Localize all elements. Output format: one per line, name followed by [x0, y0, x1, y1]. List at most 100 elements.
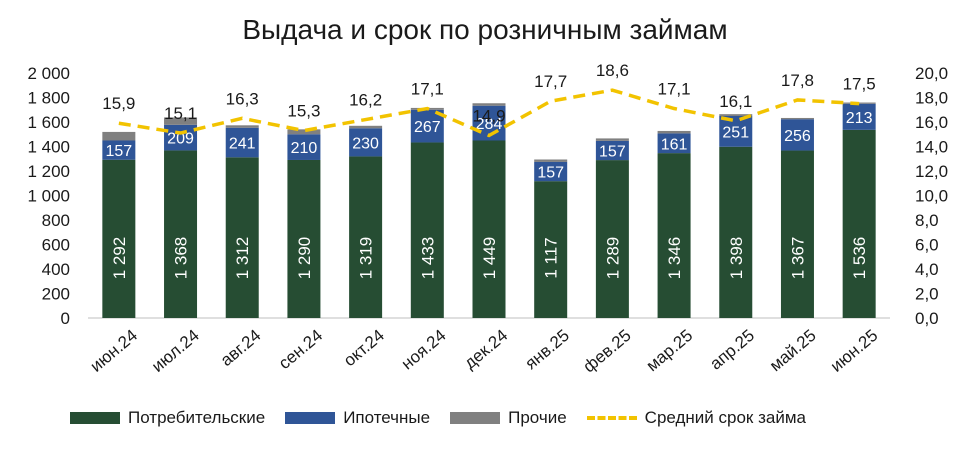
bar-consumer	[164, 150, 198, 318]
line-data-label: 15,3	[287, 102, 320, 121]
y-tick-label: 200	[42, 285, 70, 304]
bar-other	[287, 129, 321, 135]
line-data-label: 15,9	[102, 94, 135, 113]
y2-tick-label: 18,0	[915, 89, 948, 108]
bar-label-mortgage: 241	[229, 136, 256, 153]
bar-label-mortgage: 157	[599, 143, 626, 160]
y2-tick-label: 16,0	[915, 113, 948, 132]
x-tick-label: май.25	[766, 326, 820, 375]
y2-tick-label: 20,0	[915, 64, 948, 83]
line-data-label: 16,3	[226, 89, 259, 108]
line-data-label: 14,9	[472, 106, 505, 125]
legend-swatch-mortgage	[285, 412, 336, 424]
bar-label-consumer: 1 290	[295, 237, 314, 280]
bar-consumer	[780, 150, 814, 318]
line-data-label: 18,6	[596, 61, 629, 80]
x-tick-label: апр.25	[706, 326, 758, 374]
bar-other	[657, 130, 691, 134]
x-tick-label: ноя.24	[398, 326, 450, 374]
bar-consumer	[719, 146, 753, 318]
bar-label-consumer: 1 433	[418, 237, 437, 280]
y-tick-label: 0	[61, 309, 70, 328]
legend-item-mortgage: Ипотечные	[285, 408, 430, 428]
bar-label-mortgage: 213	[846, 110, 873, 127]
line-data-label: 15,1	[164, 104, 197, 123]
bar-label-consumer: 1 289	[603, 237, 622, 280]
bar-mortgage	[595, 140, 629, 161]
bar-label-mortgage: 209	[167, 131, 194, 148]
bar-label-mortgage: 157	[537, 165, 564, 182]
y2-tick-label: 6,0	[915, 236, 939, 255]
y2-tick-label: 10,0	[915, 187, 948, 206]
line-data-label: 17,5	[843, 75, 876, 94]
line-data-label: 16,1	[719, 92, 752, 111]
x-tick-label: янв.25	[521, 326, 572, 374]
line-data-label: 17,1	[658, 80, 691, 99]
line-data-label: 17,8	[781, 71, 814, 90]
y-tick-label: 400	[42, 260, 70, 279]
bar-label-mortgage: 210	[291, 140, 318, 157]
bar-mortgage	[534, 161, 568, 182]
line-data-label: 16,2	[349, 91, 382, 110]
bar-label-mortgage: 284	[476, 116, 503, 133]
bar-consumer	[472, 140, 506, 318]
bar-other	[102, 131, 136, 141]
bar-mortgage	[164, 124, 198, 151]
bar-other	[595, 138, 629, 141]
legend-swatch-term	[586, 416, 637, 420]
bar-mortgage	[102, 140, 136, 160]
bar-other	[472, 103, 506, 106]
bar-label-consumer: 1 346	[665, 237, 684, 280]
x-tick-label: окт.24	[340, 326, 388, 371]
bar-label-mortgage: 267	[414, 119, 441, 136]
bar-label-mortgage: 157	[105, 143, 132, 160]
bar-mortgage	[780, 119, 814, 151]
x-tick-label: июл.24	[148, 326, 203, 376]
y2-tick-label: 4,0	[915, 260, 939, 279]
bar-label-consumer: 1 398	[727, 237, 746, 280]
y-tick-label: 1 800	[27, 89, 70, 108]
x-tick-label: дек.24	[460, 326, 511, 373]
y2-tick-label: 8,0	[915, 211, 939, 230]
legend-item-consumer: Потребительские	[70, 408, 265, 428]
legend: Потребительские Ипотечные Прочие Средний…	[70, 408, 826, 428]
y2-tick-label: 12,0	[915, 162, 948, 181]
y-tick-label: 1 200	[27, 162, 70, 181]
bar-mortgage	[842, 103, 876, 130]
x-tick-label: сен.24	[275, 326, 326, 373]
bar-label-mortgage: 256	[784, 128, 811, 145]
bar-consumer	[842, 129, 876, 318]
x-tick-label: июн.25	[827, 326, 882, 376]
y-tick-label: 1 400	[27, 138, 70, 157]
bar-label-mortgage: 161	[661, 136, 688, 153]
y2-tick-label: 0,0	[915, 309, 939, 328]
y-tick-label: 1 600	[27, 113, 70, 132]
bar-other	[719, 114, 753, 116]
y-tick-label: 2 000	[27, 64, 70, 83]
line-avg-term	[118, 88, 860, 138]
legend-label-mortgage: Ипотечные	[343, 408, 431, 427]
bar-label-consumer: 1 312	[233, 237, 252, 280]
legend-label-consumer: Потребительские	[128, 408, 266, 427]
line-data-label: 17,1	[411, 80, 444, 99]
bar-consumer	[287, 159, 321, 318]
bar-consumer	[595, 160, 629, 318]
bar-consumer	[102, 159, 136, 318]
legend-swatch-consumer	[70, 412, 120, 424]
bar-consumer	[657, 153, 691, 318]
bar-label-consumer: 1 536	[850, 237, 869, 280]
bar-mortgage	[349, 128, 383, 157]
bar-label-consumer: 1 319	[357, 237, 376, 280]
bar-consumer	[410, 142, 444, 318]
bar-other	[534, 159, 568, 162]
legend-swatch-other	[450, 412, 501, 424]
x-tick-label: мар.25	[643, 326, 697, 375]
bar-mortgage	[719, 115, 753, 147]
legend-label-other: Прочие	[508, 408, 567, 427]
bar-other	[164, 117, 198, 125]
y-tick-label: 600	[42, 236, 70, 255]
line-data-label: 17,7	[534, 72, 567, 91]
bar-label-consumer: 1 117	[542, 237, 561, 278]
